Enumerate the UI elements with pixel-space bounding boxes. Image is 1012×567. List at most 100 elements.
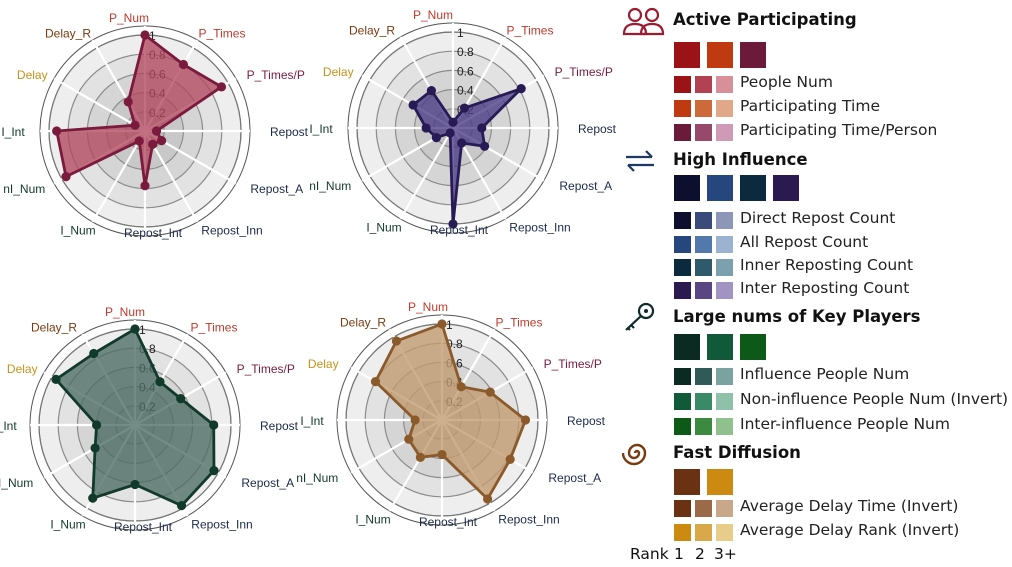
- radar-point-delay: [130, 120, 140, 130]
- rank-color-swatch: [716, 212, 733, 229]
- key-icon: [622, 302, 656, 336]
- radar-point-repost-int: [437, 449, 447, 460]
- radar-tick-label: 1: [139, 323, 146, 337]
- radar-point-p-num: [140, 30, 150, 40]
- radar-axis-label: Delay: [323, 65, 354, 79]
- radar-point-repost: [151, 126, 162, 136]
- radar-point-p-num: [437, 319, 447, 329]
- radar-point-delay-r: [391, 336, 401, 346]
- radar-axis-label: Repost: [567, 414, 606, 428]
- rank-color-swatch: [716, 259, 733, 276]
- radar-axis-label: Delay_R: [45, 26, 91, 40]
- radar-point-i-num: [415, 452, 425, 463]
- rank-level-label: 1: [674, 545, 684, 563]
- radar-tick-label: 0.8: [457, 45, 474, 59]
- rank-color-swatch: [674, 418, 691, 435]
- radar-point-delay: [370, 377, 381, 387]
- radar-tick-label: 0.4: [457, 84, 474, 98]
- radar-chart-3: 0.20.40.60.81P_NumP_TimesP_Times/PRepost…: [0, 305, 299, 534]
- radar-point-p-times-p: [516, 84, 526, 94]
- radar-spoke: [53, 77, 146, 132]
- legend-item-label: All Repost Count: [740, 233, 869, 251]
- radar-point-repost: [209, 420, 219, 430]
- radar-axis-label: P_Times/P: [544, 357, 602, 371]
- category-color-swatch: [707, 175, 733, 201]
- radar-point-repost-int: [140, 181, 150, 191]
- radar-point-repost-a: [157, 136, 167, 146]
- legend-item-label: Direct Repost Count: [740, 209, 896, 227]
- legend-item-label: Non-influence People Num (Invert): [740, 390, 1009, 408]
- radar-axis-label: P_Times: [199, 26, 246, 40]
- radar-axis-label: I_Num: [366, 221, 401, 235]
- radar-point-p-num: [130, 324, 140, 334]
- radar-point-delay: [51, 374, 61, 384]
- radar-axis-label: Repost_Int: [419, 515, 478, 529]
- radar-point-i-num: [445, 128, 455, 138]
- radar-charts: 0.20.40.60.81P_NumP_TimesP_Times/PRepost…: [0, 8, 617, 534]
- radar-axis-label: Repost_A: [250, 182, 303, 196]
- rank-color-swatch: [674, 500, 691, 517]
- radar-tick-label: 1: [457, 26, 464, 40]
- radar-point-i-num: [88, 493, 98, 503]
- category-color-swatch: [707, 469, 733, 495]
- radar-tick-label: 0.6: [457, 64, 474, 78]
- radar-chart-2: 0.20.40.60.81P_NumP_TimesP_Times/PRepost…: [309, 8, 616, 237]
- radar-point-delay-r: [123, 97, 133, 107]
- rank-color-swatch: [674, 393, 691, 410]
- radar-axis-label: I_Num: [60, 224, 95, 238]
- radar-chart-1: 0.20.40.60.81P_NumP_TimesP_Times/PRepost…: [1, 11, 308, 240]
- rank-color-swatch: [695, 368, 712, 385]
- radar-axis-label: P_Num: [109, 11, 149, 25]
- radar-point-delay-r: [89, 348, 99, 359]
- radar-axis-label: Repost_A: [559, 179, 612, 193]
- radar-spoke: [91, 130, 146, 223]
- radar-point-p-times: [456, 382, 466, 392]
- rank-color-swatch: [695, 393, 712, 410]
- radar-axis-label: Repost: [260, 419, 299, 433]
- radar-axis-label: P_Times/P: [237, 362, 295, 376]
- radar-point-ni-num: [431, 133, 441, 143]
- legend-item-label: Participating Time: [740, 97, 880, 115]
- radar-axis-label: Repost_Inn: [509, 221, 570, 235]
- category-color-swatch: [674, 175, 700, 201]
- legend-item-label: People Num: [740, 73, 833, 91]
- rank-level-label: 2: [695, 545, 705, 563]
- category-color-swatch: [674, 42, 700, 68]
- radar-point-p-times: [178, 59, 188, 70]
- rank-color-swatch: [674, 76, 691, 93]
- rank-color-swatch: [674, 124, 691, 141]
- rank-color-swatch: [695, 236, 712, 253]
- radar-axis-label: Delay: [308, 357, 339, 371]
- rank-color-swatch: [695, 124, 712, 141]
- radar-axis-label: Delay: [17, 68, 48, 82]
- radar-axis-label: P_Num: [413, 8, 453, 22]
- legend-item-label: Inter-influence People Num: [740, 415, 950, 433]
- rank-color-swatch: [674, 259, 691, 276]
- radar-spoke: [399, 127, 454, 220]
- radar-axis-label: nI_Num: [0, 476, 33, 490]
- category-color-swatch: [674, 334, 700, 360]
- radar-point-i-int: [410, 415, 420, 425]
- radar-axis-label: I_Num: [50, 518, 85, 532]
- radar-axis-label: Repost_Inn: [191, 518, 252, 532]
- rank-color-swatch: [695, 76, 712, 93]
- radar-axis-label: Delay_R: [31, 320, 77, 334]
- rank-color-swatch: [716, 368, 733, 385]
- radar-chart-4: 0.20.40.60.81P_NumP_TimesP_Times/PRepost…: [296, 300, 605, 529]
- radar-point-ni-num: [404, 434, 414, 444]
- rank-color-swatch: [716, 236, 733, 253]
- radar-point-ni-num: [90, 443, 100, 453]
- category-color-swatch: [707, 334, 733, 360]
- radar-axis-label: nI_Num: [3, 182, 45, 196]
- radar-point-i-int: [92, 420, 102, 430]
- radar-axis-label: nI_Num: [296, 471, 338, 485]
- radar-axis-label: I_Num: [355, 513, 390, 527]
- radar-point-repost-inn: [483, 494, 493, 504]
- radar-point-repost: [477, 123, 487, 133]
- radar-axis-label: I_Int: [1, 125, 25, 139]
- radar-axis-label: Repost_Inn: [498, 513, 559, 527]
- radar-axis-label: Delay: [7, 362, 38, 376]
- radar-axis-label: I_Int: [0, 419, 17, 433]
- rank-color-swatch: [716, 393, 733, 410]
- radar-axis-label: P_Num: [408, 300, 448, 314]
